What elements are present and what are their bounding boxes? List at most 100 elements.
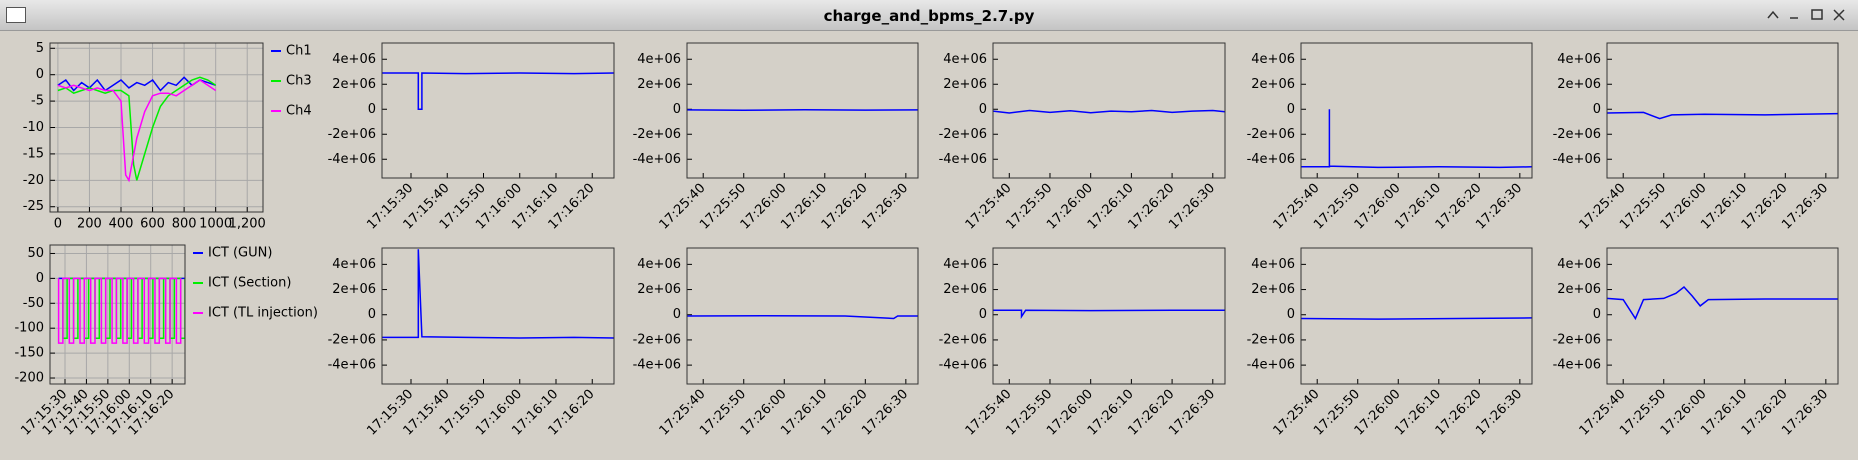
y-tick-label: 0 <box>36 67 44 82</box>
y-tick-label: 2e+06 <box>943 282 987 297</box>
plot-frame <box>49 42 264 213</box>
y-tick-label: 4e+06 <box>637 257 681 272</box>
x-tick-label: 1000 <box>199 217 232 232</box>
y-tick-label: -2e+06 <box>1553 127 1601 142</box>
window-icon[interactable] <box>6 7 26 23</box>
data-line <box>1301 109 1532 169</box>
plot-area <box>1301 248 1532 384</box>
legend-label: ICT (Section) <box>208 276 291 291</box>
chart: -4e+06-2e+0602e+064e+0617:15:3017:15:401… <box>328 42 615 233</box>
legend-label: Ch1 <box>286 44 312 59</box>
plot-area <box>382 43 614 178</box>
plot-frame <box>1606 42 1839 179</box>
y-tick-label: -2e+06 <box>328 332 376 347</box>
series-group <box>1301 109 1532 169</box>
x-tick-label: 200 <box>77 217 102 232</box>
y-tick-label: 0 <box>979 102 987 117</box>
y-tick-label: 2e+06 <box>332 77 376 92</box>
x-tick-label: 1,200 <box>229 217 266 232</box>
y-tick-label: -50 <box>23 296 44 311</box>
y-tick-label: 0 <box>673 102 681 117</box>
series-group <box>382 249 614 339</box>
data-line <box>687 109 918 112</box>
y-tick-label: 4e+06 <box>1251 257 1295 272</box>
series-group <box>1607 111 1838 120</box>
y-tick-label: -150 <box>14 346 44 361</box>
y-tick-label: 2e+06 <box>1557 77 1601 92</box>
y-tick-label: 2e+06 <box>943 77 987 92</box>
y-tick-label: 4e+06 <box>943 257 987 272</box>
plot-area <box>993 248 1225 384</box>
chart: -4e+06-2e+0602e+064e+0617:25:4017:25:501… <box>1247 42 1533 233</box>
data-line <box>687 314 918 320</box>
y-tick-label: -2e+06 <box>633 332 681 347</box>
chart: -4e+06-2e+0602e+064e+0617:25:4017:25:501… <box>939 42 1226 233</box>
plot-area <box>50 245 185 384</box>
data-line <box>382 249 614 339</box>
y-tick-label: -2e+06 <box>1247 332 1295 347</box>
close-button[interactable] <box>1833 9 1845 21</box>
y-tick-label: 0 <box>1287 102 1295 117</box>
plot-frame <box>1300 247 1533 385</box>
y-tick-label: -2e+06 <box>633 127 681 142</box>
x-tick-label: 600 <box>140 217 165 232</box>
data-line <box>57 79 217 183</box>
plot-frame <box>992 247 1226 385</box>
y-tick-label: 0 <box>1287 307 1295 322</box>
y-tick-label: -2e+06 <box>939 332 987 347</box>
y-tick-label: 50 <box>27 246 44 261</box>
y-tick-label: 0 <box>36 271 44 286</box>
y-tick-label: -4e+06 <box>1553 358 1601 373</box>
y-tick-label: 4e+06 <box>332 257 376 272</box>
y-tick-label: -25 <box>23 199 44 214</box>
y-tick-label: 4e+06 <box>1251 52 1295 67</box>
series-group <box>382 72 614 111</box>
series-group <box>57 277 185 344</box>
legend-label: Ch3 <box>286 74 312 89</box>
y-tick-label: -4e+06 <box>328 358 376 373</box>
data-line <box>1607 111 1838 120</box>
y-tick-label: -4e+06 <box>1247 358 1295 373</box>
series-group <box>993 109 1225 114</box>
window-title: charge_and_bpms_2.7.py <box>823 7 1035 25</box>
maximize-button[interactable] <box>1811 9 1823 20</box>
y-tick-label: 4e+06 <box>1557 257 1601 272</box>
plot-area <box>1607 248 1838 384</box>
data-line <box>1301 317 1532 320</box>
y-tick-label: 0 <box>368 307 376 322</box>
x-tick-label: 800 <box>172 217 197 232</box>
legend-label: ICT (GUN) <box>208 246 272 261</box>
plot-frame <box>1606 247 1839 385</box>
y-tick-label: 2e+06 <box>1251 282 1295 297</box>
y-tick-label: 4e+06 <box>637 52 681 67</box>
y-tick-label: 4e+06 <box>943 52 987 67</box>
chart: -4e+06-2e+0602e+064e+0617:25:4017:25:501… <box>1553 247 1839 439</box>
chart: -4e+06-2e+0602e+064e+0617:25:4017:25:501… <box>633 42 919 233</box>
chart: -4e+06-2e+0602e+064e+0617:25:4017:25:501… <box>1247 247 1533 439</box>
data-line <box>993 309 1225 320</box>
plot-frame <box>381 247 615 385</box>
series-group <box>687 109 918 112</box>
series-group <box>687 314 918 320</box>
plot-frame <box>381 42 615 179</box>
y-tick-label: -2e+06 <box>939 127 987 142</box>
data-line <box>1607 285 1838 321</box>
y-tick-label: -2e+06 <box>1553 332 1601 347</box>
y-tick-label: 0 <box>368 102 376 117</box>
maximize-up-button[interactable] <box>1767 10 1779 19</box>
y-tick-label: 0 <box>673 307 681 322</box>
y-tick-label: -2e+06 <box>1247 127 1295 142</box>
y-tick-label: 2e+06 <box>332 282 376 297</box>
y-tick-label: 0 <box>1593 102 1601 117</box>
y-tick-label: 4e+06 <box>332 52 376 67</box>
y-tick-label: -4e+06 <box>328 152 376 167</box>
x-tick-label: 0 <box>54 217 62 232</box>
y-tick-label: 2e+06 <box>1557 282 1601 297</box>
y-tick-label: -4e+06 <box>939 152 987 167</box>
data-line <box>382 72 614 111</box>
y-tick-label: -15 <box>23 146 44 161</box>
y-tick-label: -20 <box>23 173 44 188</box>
